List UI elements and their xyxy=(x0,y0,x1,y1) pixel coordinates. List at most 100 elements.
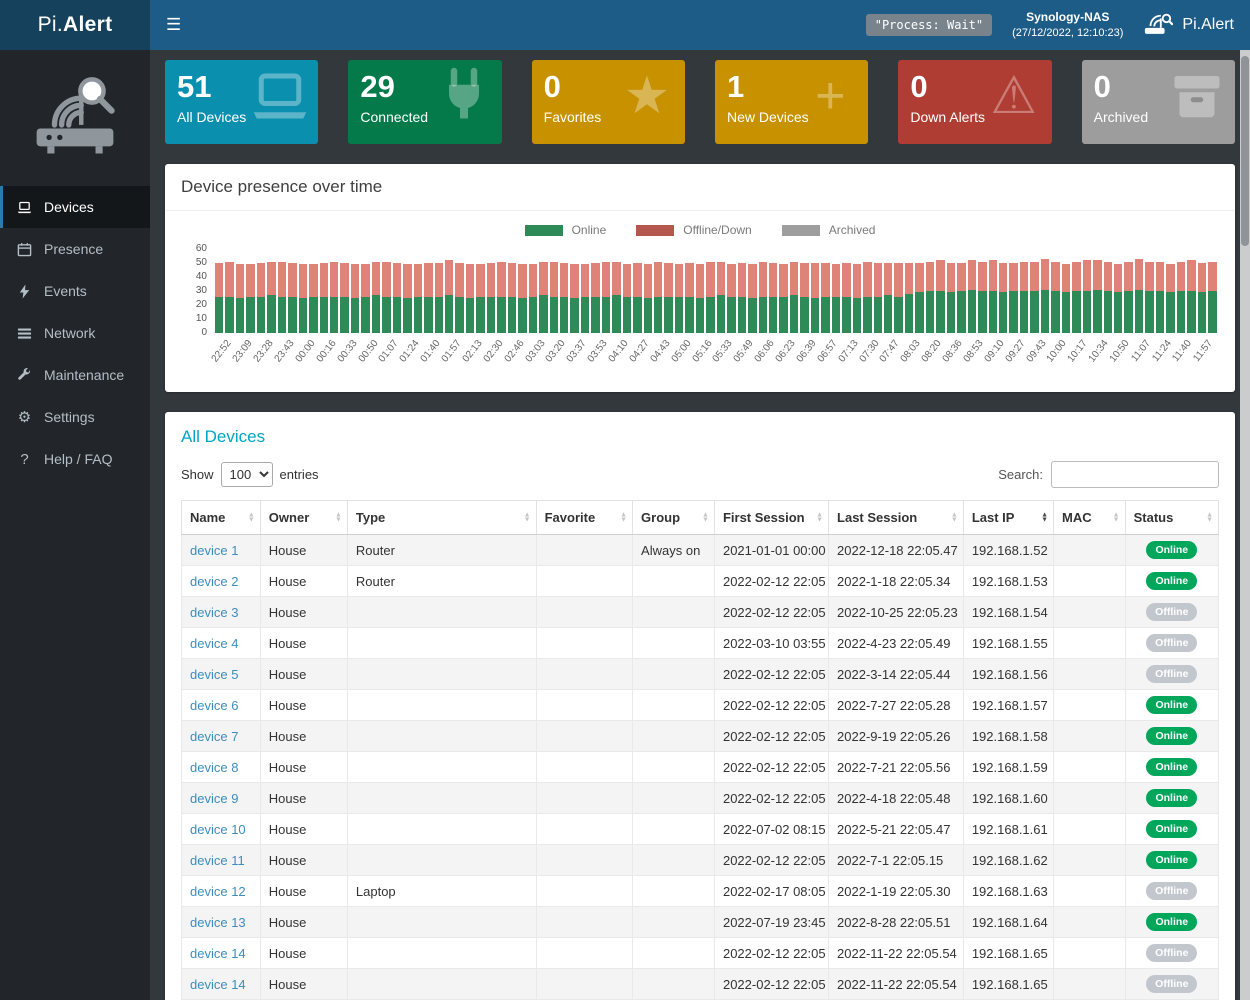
sidebar-item-help-faq[interactable]: ? Help / FAQ xyxy=(0,438,150,480)
status-badge: Online xyxy=(1146,696,1198,714)
device-link[interactable]: device 4 xyxy=(190,635,239,651)
chart-bar xyxy=(455,249,464,333)
sidebar-item-devices[interactable]: Devices xyxy=(0,186,150,228)
device-cell: 2022-4-18 22:05.48 xyxy=(828,782,964,814)
column-header-name[interactable]: Name ▲ ▼ xyxy=(181,500,261,535)
stat-label: Connected xyxy=(360,108,429,125)
stat-card-new-devices[interactable]: 1 New Devices + xyxy=(714,60,869,144)
chart-bar xyxy=(685,249,694,333)
chart-bar xyxy=(476,249,485,333)
device-cell xyxy=(346,782,537,814)
device-link[interactable]: device 8 xyxy=(190,759,239,775)
stat-value: 0 xyxy=(1093,69,1111,104)
column-label: Favorite xyxy=(544,510,596,525)
chart-bar xyxy=(539,249,548,333)
column-header-status[interactable]: Status ▲ ▼ xyxy=(1124,500,1220,535)
column-header-owner[interactable]: Owner ▲ ▼ xyxy=(259,500,348,535)
device-row: device 2 House Router 2022-02-12 22:05 2022-… xyxy=(181,565,1220,597)
x-tick-label: 02:13 xyxy=(460,338,485,365)
column-header-group[interactable]: Group ▲ ▼ xyxy=(632,500,715,535)
device-cell xyxy=(535,844,634,876)
sidebar-item-presence[interactable]: Presence xyxy=(0,228,150,270)
stat-card-archived[interactable]: 0 Archived xyxy=(1081,60,1235,144)
status-badge: Offline xyxy=(1146,975,1198,993)
device-cell: House xyxy=(259,596,348,628)
device-cell: House xyxy=(259,875,348,907)
device-cell xyxy=(632,596,715,628)
chart-bar xyxy=(852,249,862,333)
device-cell xyxy=(632,751,715,783)
stat-card-all-devices[interactable]: 51 All Devices xyxy=(165,60,319,144)
sidebar-item-network[interactable]: Network xyxy=(0,312,150,354)
device-cell xyxy=(632,813,715,845)
app-logo[interactable]: Pi. Alert xyxy=(0,0,150,50)
sidebar-toggle-icon[interactable]: ☰ xyxy=(166,15,182,34)
sidebar-item-maintenance[interactable]: Maintenance xyxy=(0,354,150,396)
stat-card-down-alerts[interactable]: 0 Down Alerts ⚠ xyxy=(898,60,1052,144)
page-length-select[interactable]: 100 xyxy=(220,462,273,487)
device-cell xyxy=(1053,534,1126,566)
device-name-cell: device 9 xyxy=(181,782,261,814)
sidebar-item-events[interactable]: Events xyxy=(0,270,150,312)
device-cell: House xyxy=(259,689,348,721)
device-row: device 14 House 2022-02-12 22:05 2022-11-22… xyxy=(181,937,1220,969)
x-tick-label: 04:10 xyxy=(606,338,631,365)
device-cell xyxy=(632,658,715,690)
device-link[interactable]: device 12 xyxy=(190,883,246,899)
device-link[interactable]: device 14 xyxy=(190,976,246,992)
column-header-type[interactable]: Type ▲ ▼ xyxy=(346,500,537,535)
device-cell: 2022-7-1 22:05.15 xyxy=(828,844,964,876)
vertical-scrollbar[interactable] xyxy=(1240,50,1250,1000)
x-tick-label: 11:07 xyxy=(1128,338,1153,364)
search-input[interactable] xyxy=(1051,461,1219,488)
chart-bar xyxy=(1166,249,1175,333)
device-cell xyxy=(535,875,634,907)
status-badge: Offline xyxy=(1146,665,1198,683)
device-link[interactable]: device 11 xyxy=(190,852,245,868)
device-link[interactable]: device 6 xyxy=(190,697,239,713)
sidebar-item-label: Network xyxy=(44,325,96,341)
device-cell: 2022-9-19 22:05.26 xyxy=(828,720,964,752)
sort-icon: ▲ ▼ xyxy=(334,510,342,524)
device-cell: 192.168.1.62 xyxy=(962,844,1055,876)
x-tick-label: 00:33 xyxy=(335,338,360,365)
chart-bar xyxy=(716,249,726,333)
topbar-brand[interactable]: Pi.Alert xyxy=(1143,13,1234,37)
column-header-mac[interactable]: MAC ▲ ▼ xyxy=(1053,500,1126,535)
column-header-last-session[interactable]: Last Session ▲ ▼ xyxy=(828,500,964,535)
device-link[interactable]: device 7 xyxy=(190,728,239,744)
sidebar-item-settings[interactable]: ⚙ Settings xyxy=(0,396,150,438)
device-row: device 5 House 2022-02-12 22:05 2022-3-14 2… xyxy=(181,658,1220,690)
column-header-last-ip[interactable]: Last IP ▲ ▼ xyxy=(962,500,1055,535)
device-link[interactable]: device 13 xyxy=(190,914,246,930)
device-link[interactable]: device 5 xyxy=(190,666,239,682)
stat-card-connected[interactable]: 29 Connected xyxy=(348,60,502,144)
status-badge: Online xyxy=(1146,727,1198,745)
x-tick-label: 04:43 xyxy=(648,338,673,365)
chart-bar xyxy=(769,249,778,333)
device-link[interactable]: device 14 xyxy=(190,945,246,961)
chart-y-axis: 60 50 40 30 20 10 0 xyxy=(183,243,215,338)
device-cell xyxy=(1053,875,1126,907)
column-header-favorite[interactable]: Favorite ▲ ▼ xyxy=(535,500,634,535)
x-tick-label: 02:46 xyxy=(502,338,527,365)
device-link[interactable]: device 10 xyxy=(190,821,246,837)
device-link[interactable]: device 3 xyxy=(190,604,239,620)
device-link[interactable]: device 1 xyxy=(190,542,239,558)
chart-bar xyxy=(978,249,987,333)
device-status-cell: Offline xyxy=(1124,627,1220,659)
chart-bar xyxy=(800,249,809,333)
stat-card-favorites[interactable]: 0 Favorites ★ xyxy=(531,60,685,144)
chart-bar xyxy=(1093,249,1102,333)
device-name-cell: device 4 xyxy=(181,627,261,659)
device-cell xyxy=(1053,689,1126,721)
column-header-first-session[interactable]: First Session ▲ ▼ xyxy=(713,500,830,535)
scrollbar-thumb[interactable] xyxy=(1241,56,1249,246)
chart-bar xyxy=(225,249,234,333)
chart-bar xyxy=(1145,249,1154,333)
device-link[interactable]: device 9 xyxy=(190,790,239,806)
device-cell xyxy=(535,751,634,783)
device-link[interactable]: device 2 xyxy=(190,573,239,589)
calendar-icon xyxy=(16,241,33,257)
